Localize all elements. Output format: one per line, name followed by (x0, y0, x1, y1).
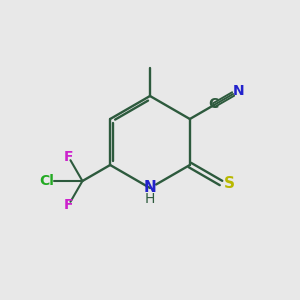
Text: H: H (145, 192, 155, 206)
Text: C: C (208, 97, 218, 111)
Text: N: N (144, 179, 156, 194)
Text: F: F (64, 150, 73, 164)
Text: S: S (224, 176, 235, 190)
Text: F: F (64, 198, 73, 212)
Text: N: N (232, 84, 244, 98)
Text: Cl: Cl (39, 174, 54, 188)
